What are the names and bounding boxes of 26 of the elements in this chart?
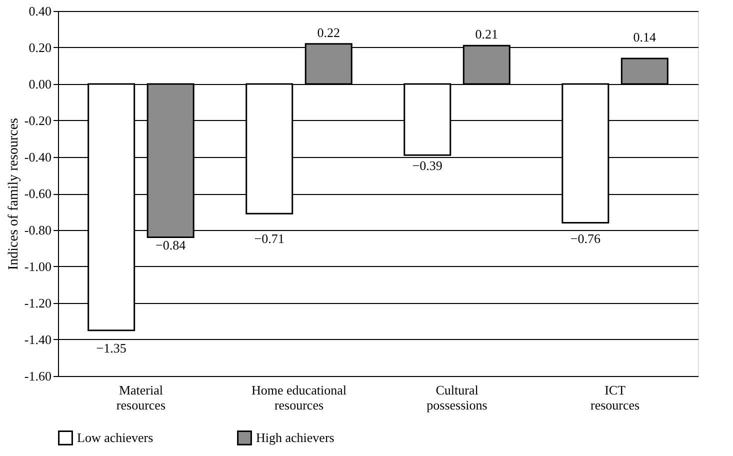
- legend-label: Low achievers: [77, 430, 154, 445]
- y-tick-label: 0.00: [28, 76, 52, 92]
- data-label: −0.71: [254, 230, 284, 246]
- y-tick-label: -0.20: [24, 113, 52, 128]
- y-axis-title: Indices of family resources: [6, 118, 22, 270]
- y-tick-label: -1.60: [24, 368, 52, 384]
- data-label: −0.84: [156, 237, 186, 252]
- data-label: −0.39: [412, 158, 442, 173]
- x-tick-label: Cultural possessions: [426, 382, 488, 412]
- y-tick-label: -0.40: [24, 150, 52, 164]
- y-tick-label: -1.20: [24, 296, 52, 310]
- y-tick-label: -1.00: [24, 259, 52, 274]
- y-tick-label: 0.20: [28, 40, 52, 55]
- x-tick-label: Material resources: [116, 382, 166, 412]
- x-tick-label: ICT resources: [590, 382, 640, 412]
- data-label: −0.76: [570, 231, 601, 246]
- y-tick-label: -1.40: [24, 332, 52, 347]
- data-label: 0.14: [633, 30, 657, 45]
- y-tick-label: -0.60: [24, 186, 52, 201]
- y-tick-label: -0.80: [24, 222, 52, 238]
- data-label: 0.22: [317, 24, 340, 40]
- x-tick-label: Home educational resources: [252, 382, 347, 412]
- y-tick-label: 0.40: [28, 4, 52, 18]
- legend-label: High achievers: [256, 430, 334, 445]
- data-label: 0.21: [475, 26, 498, 42]
- data-label: −1.35: [96, 340, 126, 356]
